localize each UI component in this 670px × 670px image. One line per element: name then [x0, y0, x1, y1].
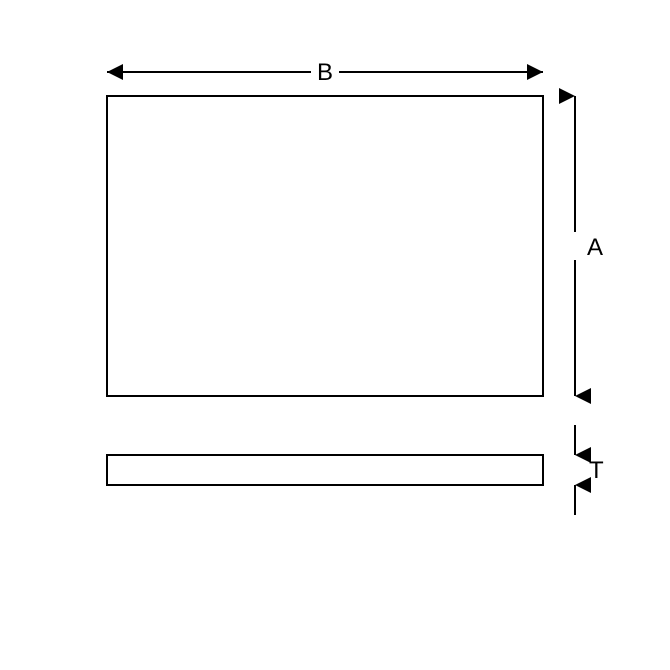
- dim-b-label: B: [317, 59, 333, 86]
- dim-t-label: T: [589, 457, 604, 484]
- dim-a-label: A: [587, 234, 603, 261]
- plate-top-view: [107, 96, 543, 396]
- dimension-diagram: B A T: [0, 0, 670, 670]
- plate-side-view: [107, 455, 543, 485]
